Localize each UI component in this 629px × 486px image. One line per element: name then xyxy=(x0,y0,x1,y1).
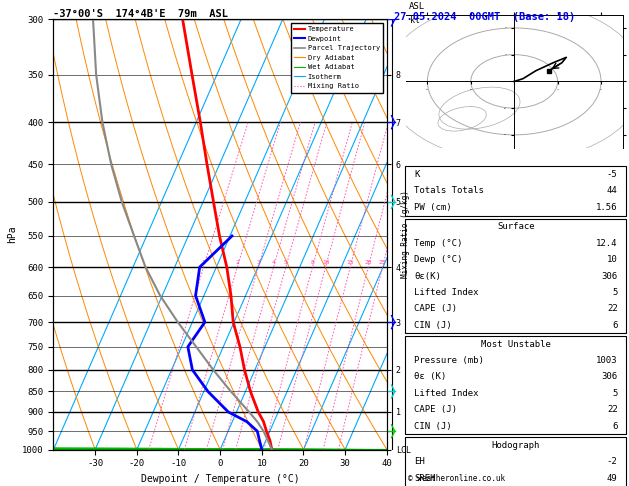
Text: Dewp (°C): Dewp (°C) xyxy=(414,255,462,264)
Text: EH: EH xyxy=(414,457,425,466)
Text: 6: 6 xyxy=(612,321,618,330)
Text: 22: 22 xyxy=(607,405,618,415)
Y-axis label: hPa: hPa xyxy=(7,226,17,243)
Text: 49: 49 xyxy=(607,474,618,483)
Text: Pressure (mb): Pressure (mb) xyxy=(414,356,484,365)
Text: 12.4: 12.4 xyxy=(596,239,618,248)
Text: 15: 15 xyxy=(347,260,354,265)
Text: 20: 20 xyxy=(364,260,372,265)
Text: SREH: SREH xyxy=(414,474,435,483)
Text: Lifted Index: Lifted Index xyxy=(414,389,479,398)
Text: 6: 6 xyxy=(612,422,618,431)
Text: -2: -2 xyxy=(607,457,618,466)
Text: 5: 5 xyxy=(612,288,618,297)
Text: 27.05.2024  00GMT  (Base: 18): 27.05.2024 00GMT (Base: 18) xyxy=(394,12,576,22)
Text: 306: 306 xyxy=(601,272,618,280)
Text: K: K xyxy=(414,170,420,179)
Text: Surface: Surface xyxy=(497,223,535,231)
Text: -37°00'S  174°4B'E  79m  ASL: -37°00'S 174°4B'E 79m ASL xyxy=(53,9,228,18)
X-axis label: Dewpoint / Temperature (°C): Dewpoint / Temperature (°C) xyxy=(141,474,299,484)
Text: kt: kt xyxy=(410,16,420,25)
Text: Most Unstable: Most Unstable xyxy=(481,340,551,348)
Text: 5: 5 xyxy=(612,389,618,398)
Text: 25: 25 xyxy=(379,260,386,265)
Text: 10: 10 xyxy=(322,260,330,265)
Text: 1.56: 1.56 xyxy=(596,203,618,212)
Text: CIN (J): CIN (J) xyxy=(414,422,452,431)
Text: CIN (J): CIN (J) xyxy=(414,321,452,330)
Text: CAPE (J): CAPE (J) xyxy=(414,405,457,415)
Text: Hodograph: Hodograph xyxy=(492,441,540,450)
Text: © weatheronline.co.uk: © weatheronline.co.uk xyxy=(408,474,504,483)
Text: CAPE (J): CAPE (J) xyxy=(414,304,457,313)
Text: 10: 10 xyxy=(607,255,618,264)
Text: 2: 2 xyxy=(235,260,239,265)
Text: 44: 44 xyxy=(607,187,618,195)
Text: km
ASL: km ASL xyxy=(409,0,425,11)
Text: 3: 3 xyxy=(257,260,260,265)
Text: θε (K): θε (K) xyxy=(414,372,446,382)
Text: θε(K): θε(K) xyxy=(414,272,441,280)
Text: 1: 1 xyxy=(202,260,206,265)
Text: Mixing Ratio (g/kg): Mixing Ratio (g/kg) xyxy=(401,191,409,278)
Text: 22: 22 xyxy=(607,304,618,313)
Text: -5: -5 xyxy=(607,170,618,179)
Text: 4: 4 xyxy=(272,260,276,265)
Text: PW (cm): PW (cm) xyxy=(414,203,452,212)
Legend: Temperature, Dewpoint, Parcel Trajectory, Dry Adiabat, Wet Adiabat, Isotherm, Mi: Temperature, Dewpoint, Parcel Trajectory… xyxy=(291,23,383,93)
Text: 5: 5 xyxy=(284,260,287,265)
Text: Lifted Index: Lifted Index xyxy=(414,288,479,297)
Text: Totals Totals: Totals Totals xyxy=(414,187,484,195)
Text: 306: 306 xyxy=(601,372,618,382)
Text: Temp (°C): Temp (°C) xyxy=(414,239,462,248)
Text: 1003: 1003 xyxy=(596,356,618,365)
Text: 8: 8 xyxy=(311,260,314,265)
